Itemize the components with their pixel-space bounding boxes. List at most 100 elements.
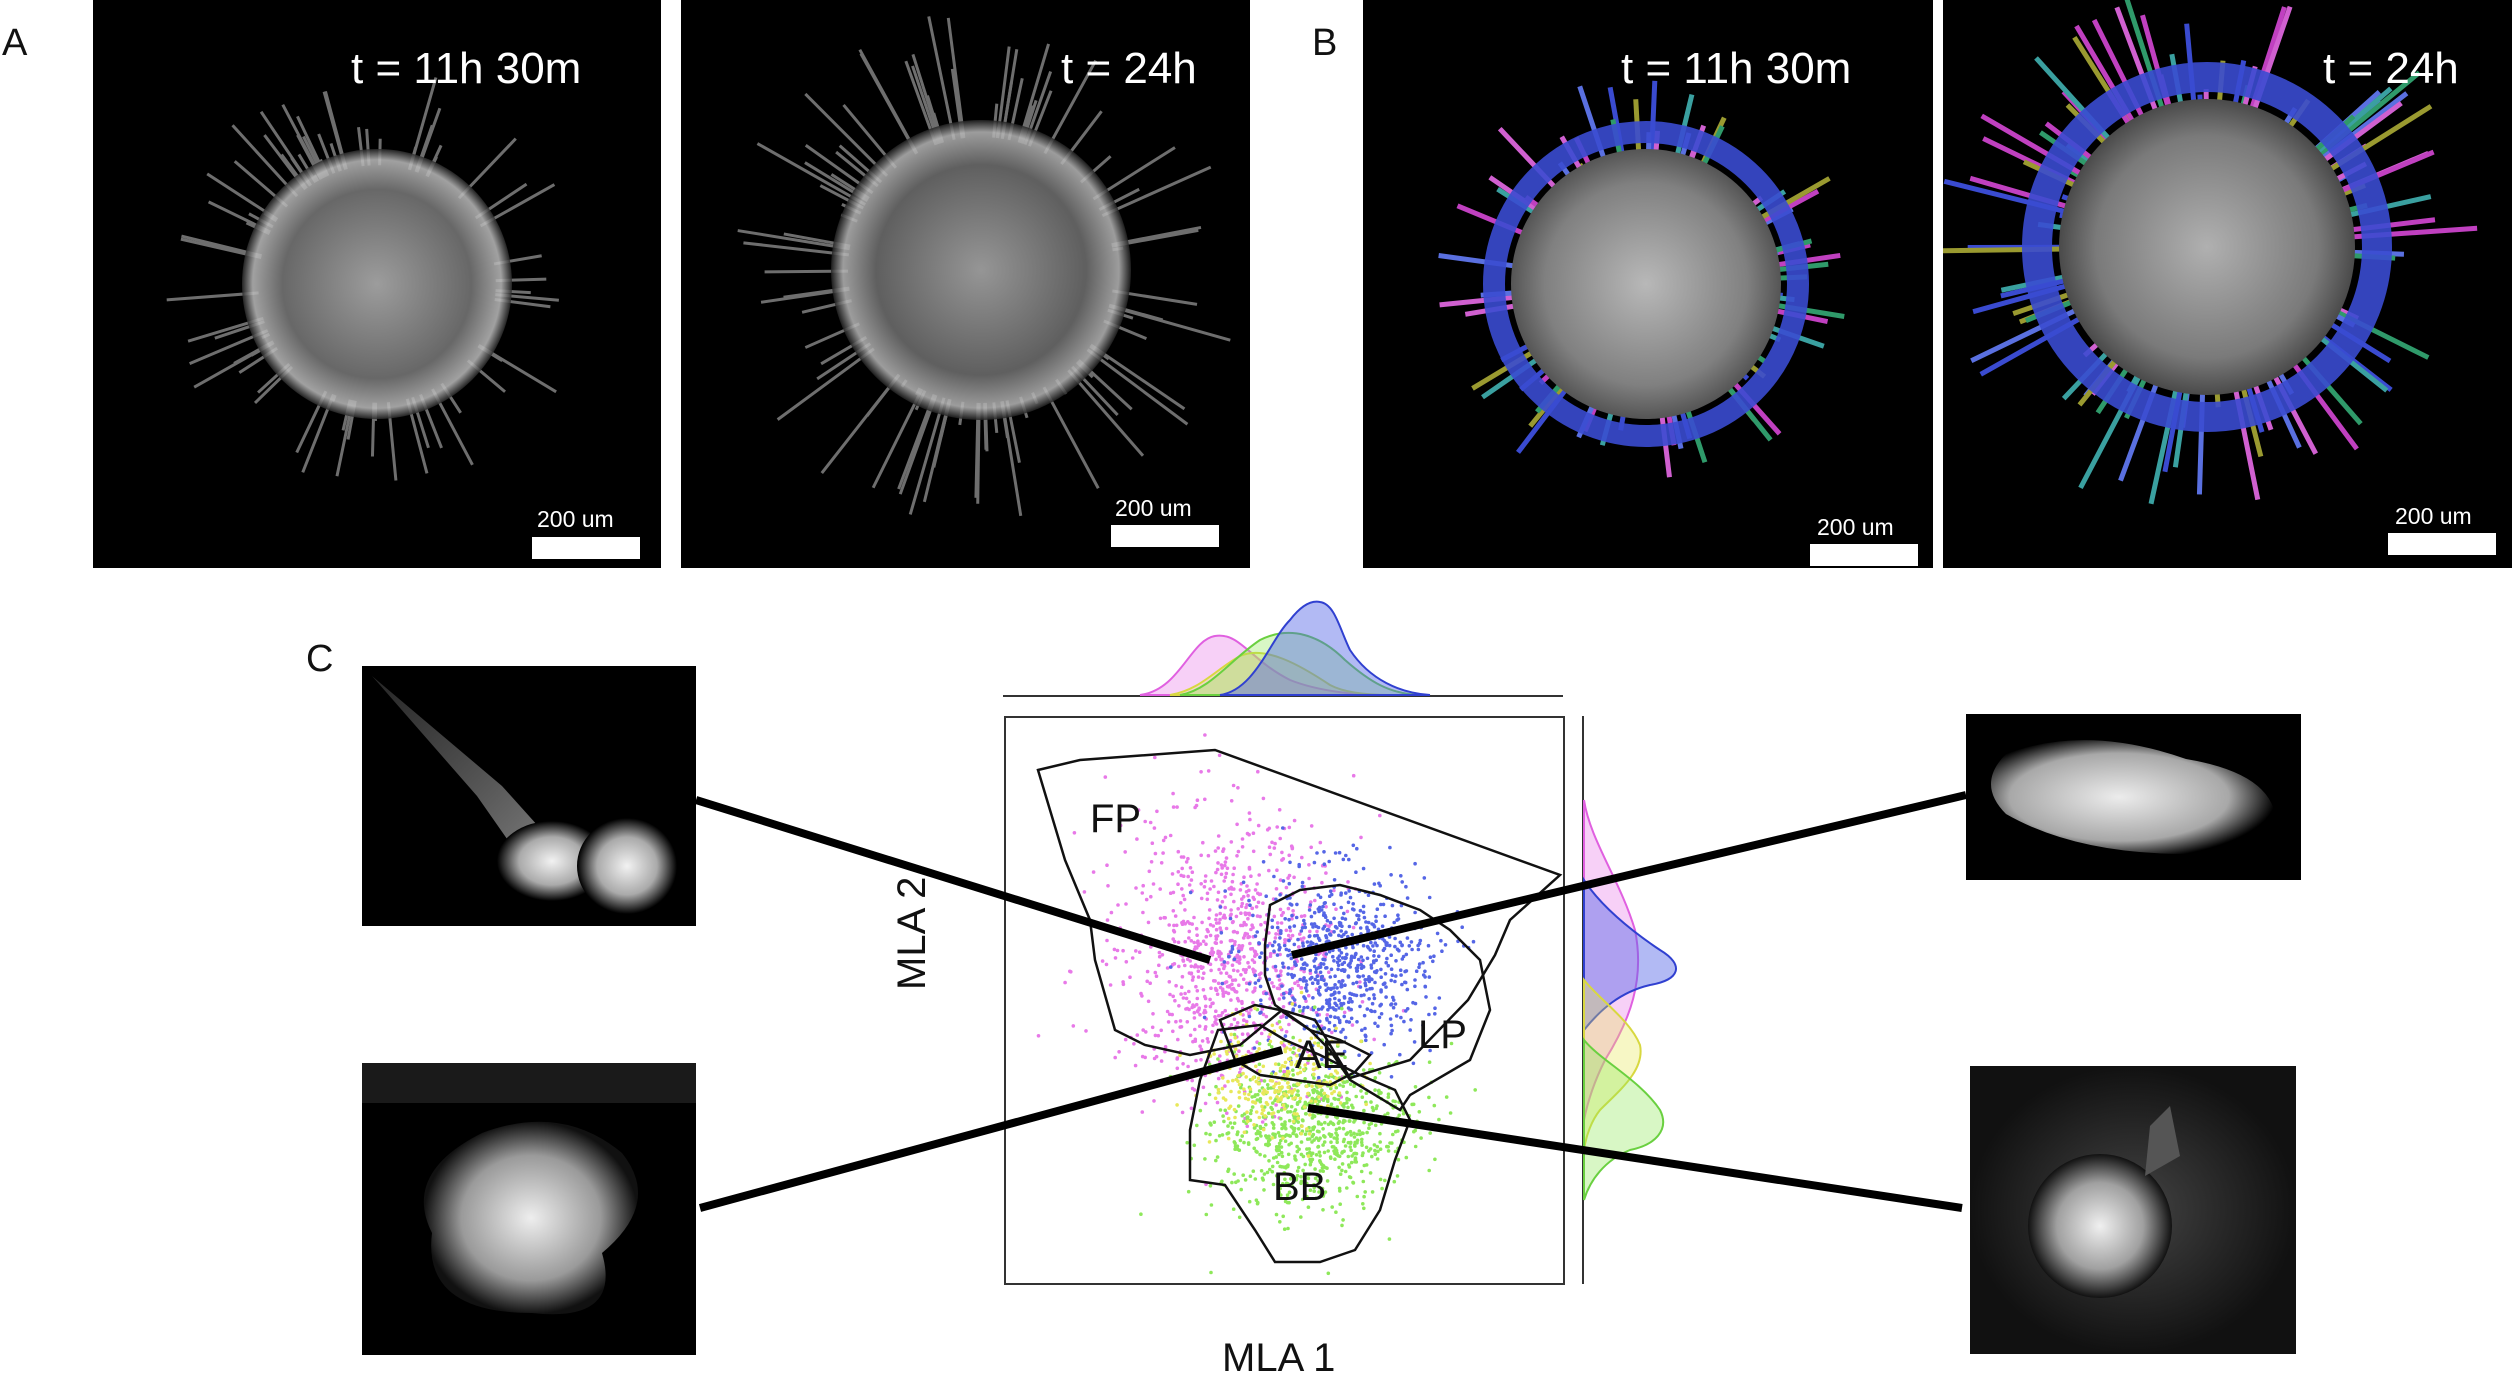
point-bb <box>1338 1202 1342 1206</box>
point-bb <box>1427 1169 1431 1173</box>
point-bb <box>1412 1103 1416 1107</box>
point-lp <box>1300 967 1304 971</box>
point-fp <box>1315 930 1319 934</box>
point-fp <box>1155 974 1159 978</box>
point-lp <box>1323 914 1327 918</box>
point-lp <box>1372 949 1376 953</box>
point-fp <box>1198 1044 1202 1048</box>
point-bb <box>1361 1095 1365 1099</box>
point-bb <box>1344 1170 1348 1174</box>
point-bb <box>1238 1216 1242 1220</box>
point-fp <box>1230 987 1234 991</box>
point-fp <box>1203 885 1207 889</box>
point-lp <box>1394 974 1398 978</box>
point-lp <box>1362 993 1366 997</box>
point-lp <box>1302 976 1306 980</box>
point-fp <box>1193 1011 1197 1015</box>
point-bb <box>1323 1151 1327 1155</box>
point-lp <box>1337 991 1341 995</box>
point-bb <box>1242 1120 1246 1124</box>
point-lp <box>1322 850 1326 854</box>
point-lp <box>1338 959 1342 963</box>
point-bb <box>1418 1110 1422 1114</box>
point-bb <box>1330 1102 1334 1106</box>
point-fp <box>1185 997 1189 1001</box>
point-fp <box>1257 873 1261 877</box>
point-bb <box>1236 1144 1240 1148</box>
point-fp <box>1280 921 1284 925</box>
point-lp <box>1336 968 1340 972</box>
point-fp <box>1182 874 1186 878</box>
point-lp <box>1360 966 1364 970</box>
point-fp <box>1180 855 1184 859</box>
point-fp <box>1253 989 1257 993</box>
point-lp <box>1282 879 1286 883</box>
point-lp <box>1258 955 1262 959</box>
point-fp <box>1217 1077 1221 1081</box>
point-fp <box>1309 846 1313 850</box>
point-bb <box>1376 1150 1380 1154</box>
point-lp <box>1335 986 1339 990</box>
point-lp <box>1332 930 1336 934</box>
point-fp <box>1278 978 1282 982</box>
point-bb <box>1343 1119 1347 1123</box>
point-fp <box>1179 992 1183 996</box>
point-bb <box>1341 1218 1345 1222</box>
point-lp <box>1274 965 1278 969</box>
point-ae <box>1253 1007 1257 1011</box>
point-bb <box>1360 1170 1364 1174</box>
point-bb <box>1378 1132 1382 1136</box>
point-fp <box>1279 908 1283 912</box>
point-fp <box>1261 901 1265 905</box>
point-bb <box>1345 1132 1349 1136</box>
point-lp <box>1390 1029 1394 1033</box>
point-fp <box>1214 918 1218 922</box>
point-bb <box>1353 1135 1357 1139</box>
point-fp <box>1274 969 1278 973</box>
point-lp <box>1287 939 1291 943</box>
point-fp <box>1236 1021 1240 1025</box>
point-ae <box>1225 1052 1229 1056</box>
point-lp <box>1254 981 1258 985</box>
point-lp <box>1339 906 1343 910</box>
point-fp <box>1186 920 1190 924</box>
point-bb <box>1255 1198 1259 1202</box>
point-fp <box>1193 806 1197 810</box>
point-lp <box>1373 997 1377 1001</box>
point-fp <box>1253 969 1257 973</box>
point-lp <box>1399 941 1403 945</box>
point-lp <box>1348 925 1352 929</box>
point-lp <box>1362 944 1366 948</box>
point-fp <box>1199 854 1203 858</box>
point-fp <box>1063 981 1067 985</box>
point-fp <box>1209 986 1213 990</box>
point-lp <box>1347 974 1351 978</box>
point-bb <box>1266 1083 1270 1087</box>
point-fp <box>1251 958 1255 962</box>
point-bb <box>1362 1121 1366 1125</box>
point-bb <box>1264 1123 1268 1127</box>
point-lp <box>1375 969 1379 973</box>
point-lp <box>1359 909 1363 913</box>
point-lp <box>1439 939 1443 943</box>
point-bb <box>1396 1129 1400 1133</box>
point-fp <box>1237 999 1241 1003</box>
point-fp <box>1195 1003 1199 1007</box>
point-bb <box>1330 1133 1334 1137</box>
point-fp <box>1236 931 1240 935</box>
point-fp <box>1247 965 1251 969</box>
point-fp <box>1279 969 1283 973</box>
point-ae <box>1308 1113 1312 1117</box>
point-bb <box>1313 1114 1317 1118</box>
point-bb <box>1353 1141 1357 1145</box>
point-bb <box>1280 1151 1284 1155</box>
point-fp <box>1291 909 1295 913</box>
point-bb <box>1331 1145 1335 1149</box>
point-lp <box>1293 924 1297 928</box>
point-lp <box>1293 960 1297 964</box>
point-bb <box>1445 1095 1449 1099</box>
point-lp <box>1406 936 1410 940</box>
point-fp <box>1190 1107 1194 1111</box>
point-lp <box>1309 903 1313 907</box>
point-lp <box>1384 985 1388 989</box>
